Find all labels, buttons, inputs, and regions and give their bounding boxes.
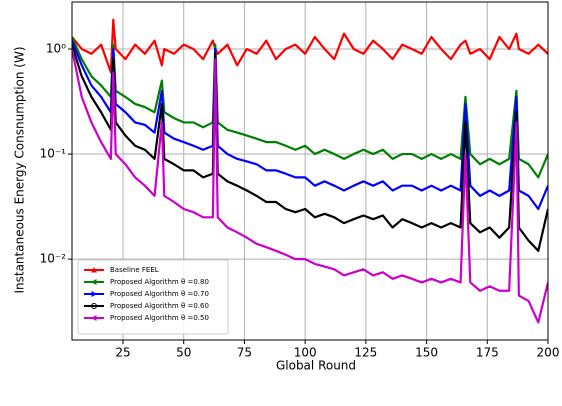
y-tick-label: 10⁰	[46, 41, 66, 55]
legend-marker	[91, 291, 97, 297]
x-tick-label: 175	[476, 346, 499, 360]
x-tick-label: 200	[537, 346, 560, 360]
legend-label: Proposed Algorithm θ =0.50	[110, 314, 209, 322]
y-axis-label: Instantaneous Energy Consnumption (W)	[13, 46, 27, 293]
legend-label: Baseline FEEL	[110, 266, 159, 274]
x-tick-label: 75	[237, 346, 252, 360]
legend-marker	[91, 279, 97, 285]
x-tick-label: 125	[354, 346, 377, 360]
series-line	[72, 44, 548, 252]
x-tick-label: 150	[415, 346, 438, 360]
series-line	[72, 48, 548, 324]
series-line	[72, 36, 548, 179]
series-line	[72, 18, 548, 74]
x-tick-label: 25	[115, 346, 130, 360]
x-tick-label: 50	[176, 346, 191, 360]
legend-label: Proposed Algorithm θ =0.60	[110, 302, 209, 310]
legend-marker	[91, 303, 97, 309]
series-line	[72, 40, 548, 211]
legend-box	[77, 259, 229, 335]
legend-label: Proposed Algorithm θ =0.80	[110, 278, 209, 286]
x-axis-label: Global Round	[276, 359, 356, 373]
y-tick-label: 10⁻¹	[40, 147, 67, 161]
legend-marker	[91, 267, 97, 273]
legend-label: Proposed Algorithm θ =0.70	[110, 290, 209, 298]
x-tick-label: 100	[294, 346, 317, 360]
legend-marker	[91, 315, 97, 321]
y-tick-label: 10⁻²	[40, 252, 67, 266]
plot-frame	[71, 1, 549, 341]
